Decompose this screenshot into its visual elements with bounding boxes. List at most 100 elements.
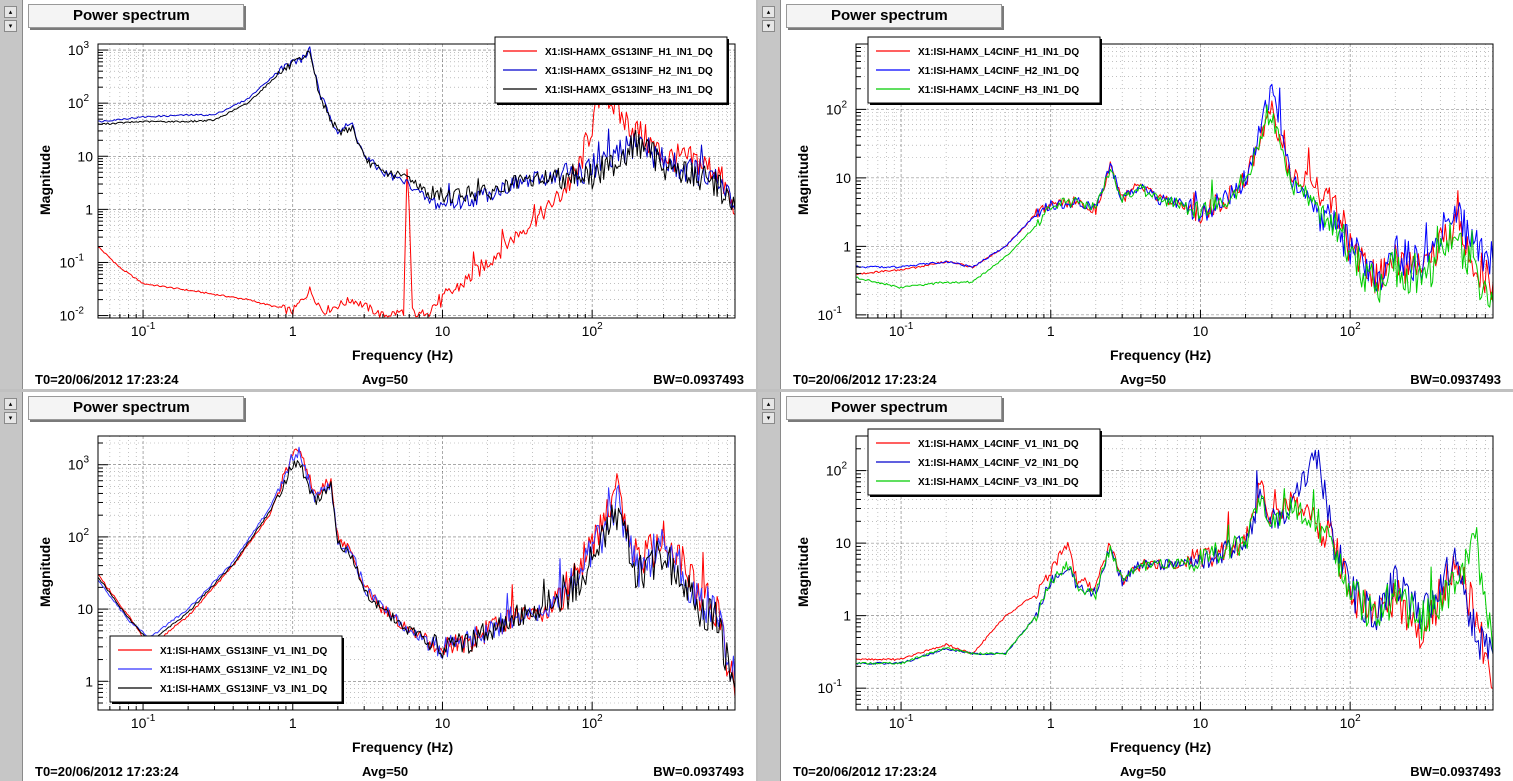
legend-entry: X1:ISI-HAMX_GS13INF_H1_IN1_DQ xyxy=(545,47,713,58)
y-tick-label: 103 xyxy=(68,40,90,58)
expand-down-icon[interactable]: ▾ xyxy=(4,20,17,32)
plot-area xyxy=(856,449,1493,689)
tick-exponent: -1 xyxy=(75,252,84,263)
legend-entry: X1:ISI-HAMX_GS13INF_V1_IN1_DQ xyxy=(160,646,328,657)
expand-down-icon[interactable]: ▾ xyxy=(4,412,17,424)
y-tick-label: 1 xyxy=(85,673,93,689)
pane-bottom-left: ▴ ▾ Power spectrum 10-1 1 10 102 1 10 102 103 Fr… xyxy=(0,392,756,781)
y-tick-label: 10 xyxy=(835,170,851,186)
x-tick-label: 1 xyxy=(289,323,297,339)
pane-gutter xyxy=(758,392,781,781)
expand-up-icon[interactable]: ▴ xyxy=(762,6,775,18)
panel-title: Power spectrum xyxy=(786,4,1002,28)
bandwidth-value: BW=0.0937493 xyxy=(653,372,744,387)
pane-gutter xyxy=(0,392,23,781)
x-axis-label: Frequency (Hz) xyxy=(1110,347,1211,363)
x-tick-label: 102 xyxy=(1340,713,1362,731)
y-tick-label: 10-1 xyxy=(818,678,843,696)
x-tick-label: 102 xyxy=(1340,321,1362,339)
axis-ticks xyxy=(97,49,736,319)
status-bar: T0=20/06/2012 17:23:24 Avg=50 BW=0.09374… xyxy=(22,371,756,389)
tick-exponent: 2 xyxy=(597,321,603,332)
panel-title: Power spectrum xyxy=(28,4,244,28)
legend-entry: X1:ISI-HAMX_L4CINF_V3_IN1_DQ xyxy=(918,477,1079,488)
tick-exponent: 2 xyxy=(83,93,89,104)
x-axis-label: Frequency (Hz) xyxy=(352,347,453,363)
tick-exponent: -1 xyxy=(833,305,842,316)
power-spectrum-chart: 10-1 1 10 102 10-2 10-1 1 10 102 103 Frequency (Hz… xyxy=(37,36,736,363)
pane-gutter xyxy=(758,0,781,389)
series-line xyxy=(98,50,735,211)
y-tick-label: 10 xyxy=(835,535,851,551)
y-tick-label: 102 xyxy=(826,461,848,479)
expand-down-icon[interactable]: ▾ xyxy=(762,20,775,32)
series-line xyxy=(98,446,735,682)
chart-legend: X1:ISI-HAMX_L4CINF_V1_IN1_DQ X1:ISI-HAMX_… xyxy=(867,428,1102,497)
y-tick-label: 10-1 xyxy=(818,305,843,323)
bandwidth-value: BW=0.0937493 xyxy=(653,764,744,779)
legend-entry: X1:ISI-HAMX_L4CINF_V2_IN1_DQ xyxy=(918,458,1079,469)
power-spectrum-chart: 10-1 1 10 102 1 10 102 103 Frequency (Hz) Magnitu… xyxy=(37,435,736,755)
plot-area xyxy=(856,83,1493,308)
legend-entry: X1:ISI-HAMX_L4CINF_H3_IN1_DQ xyxy=(918,85,1079,96)
expand-down-icon[interactable]: ▾ xyxy=(762,412,775,424)
tick-exponent: 2 xyxy=(1355,713,1361,724)
tick-exponent: 2 xyxy=(597,713,603,724)
x-tick-label: 10-1 xyxy=(131,321,156,339)
legend-entry: X1:ISI-HAMX_GS13INF_H3_IN1_DQ xyxy=(545,85,713,96)
power-spectrum-chart: 10-1 1 10 102 10-1 1 10 102 Frequency (Hz) Magnit… xyxy=(795,428,1494,755)
plot-area xyxy=(98,46,735,318)
tick-exponent: -1 xyxy=(146,713,155,724)
legend-entry: X1:ISI-HAMX_L4CINF_V1_IN1_DQ xyxy=(918,439,1079,450)
legend-entry: X1:ISI-HAMX_GS13INF_H2_IN1_DQ xyxy=(545,66,713,77)
y-tick-label: 1 xyxy=(843,238,851,254)
pane-top-right: ▴ ▾ Power spectrum 10-1 1 10 102 10-1 1 10 102 F… xyxy=(758,0,1513,389)
t0-timestamp: T0=20/06/2012 17:23:24 xyxy=(35,372,179,387)
x-tick-label: 10 xyxy=(1193,715,1209,731)
x-tick-label: 10-1 xyxy=(889,713,914,731)
expand-up-icon[interactable]: ▴ xyxy=(4,398,17,410)
series-line xyxy=(98,46,735,210)
average-count: Avg=50 xyxy=(1120,764,1167,779)
x-tick-label: 10-1 xyxy=(889,321,914,339)
panel-title: Power spectrum xyxy=(786,396,1002,420)
status-bar: T0=20/06/2012 17:23:24 Avg=50 BW=0.09374… xyxy=(22,763,756,781)
y-axis-label: Magnitude xyxy=(37,145,53,215)
y-axis-label: Magnitude xyxy=(795,537,811,607)
x-tick-label: 1 xyxy=(289,715,297,731)
expand-up-icon[interactable]: ▴ xyxy=(4,6,17,18)
t0-timestamp: T0=20/06/2012 17:23:24 xyxy=(793,372,937,387)
plot-area xyxy=(98,446,735,698)
grid-lines xyxy=(855,435,1494,711)
y-tick-label: 102 xyxy=(826,99,848,117)
series-line xyxy=(856,488,1493,665)
x-tick-label: 1 xyxy=(1047,323,1055,339)
y-tick-label: 102 xyxy=(68,527,90,545)
tick-exponent: 2 xyxy=(841,461,847,472)
status-bar: T0=20/06/2012 17:23:24 Avg=50 BW=0.09374… xyxy=(780,763,1513,781)
chart-legend: X1:ISI-HAMX_GS13INF_V1_IN1_DQ X1:ISI-HAMX… xyxy=(109,635,344,704)
plot-frame xyxy=(97,43,736,319)
axis-ticks xyxy=(855,43,1494,319)
average-count: Avg=50 xyxy=(362,372,409,387)
y-tick-label: 10 xyxy=(77,601,93,617)
legend-entry: X1:ISI-HAMX_GS13INF_V3_IN1_DQ xyxy=(160,684,328,695)
x-axis-label: Frequency (Hz) xyxy=(352,739,453,755)
panel-title: Power spectrum xyxy=(28,396,244,420)
expand-up-icon[interactable]: ▴ xyxy=(762,398,775,410)
pane-bottom-right: ▴ ▾ Power spectrum 10-1 1 10 102 10-1 1 10 102 F… xyxy=(758,392,1513,781)
axis-ticks xyxy=(855,435,1494,711)
y-tick-label: 10 xyxy=(77,148,93,164)
power-spectrum-chart: 10-1 1 10 102 10-1 1 10 102 Frequency (Hz) Magnit… xyxy=(795,36,1494,363)
x-tick-label: 10 xyxy=(435,715,451,731)
bandwidth-value: BW=0.0937493 xyxy=(1410,372,1501,387)
tick-exponent: 2 xyxy=(1355,321,1361,332)
pane-gutter xyxy=(0,0,23,389)
y-tick-label: 102 xyxy=(68,93,90,111)
series-line xyxy=(856,83,1493,292)
y-tick-label: 1 xyxy=(85,201,93,217)
series-line xyxy=(98,460,735,689)
y-tick-label: 1 xyxy=(843,608,851,624)
x-tick-label: 10 xyxy=(435,323,451,339)
chart-legend: X1:ISI-HAMX_GS13INF_H1_IN1_DQ X1:ISI-HAMX… xyxy=(494,36,729,105)
